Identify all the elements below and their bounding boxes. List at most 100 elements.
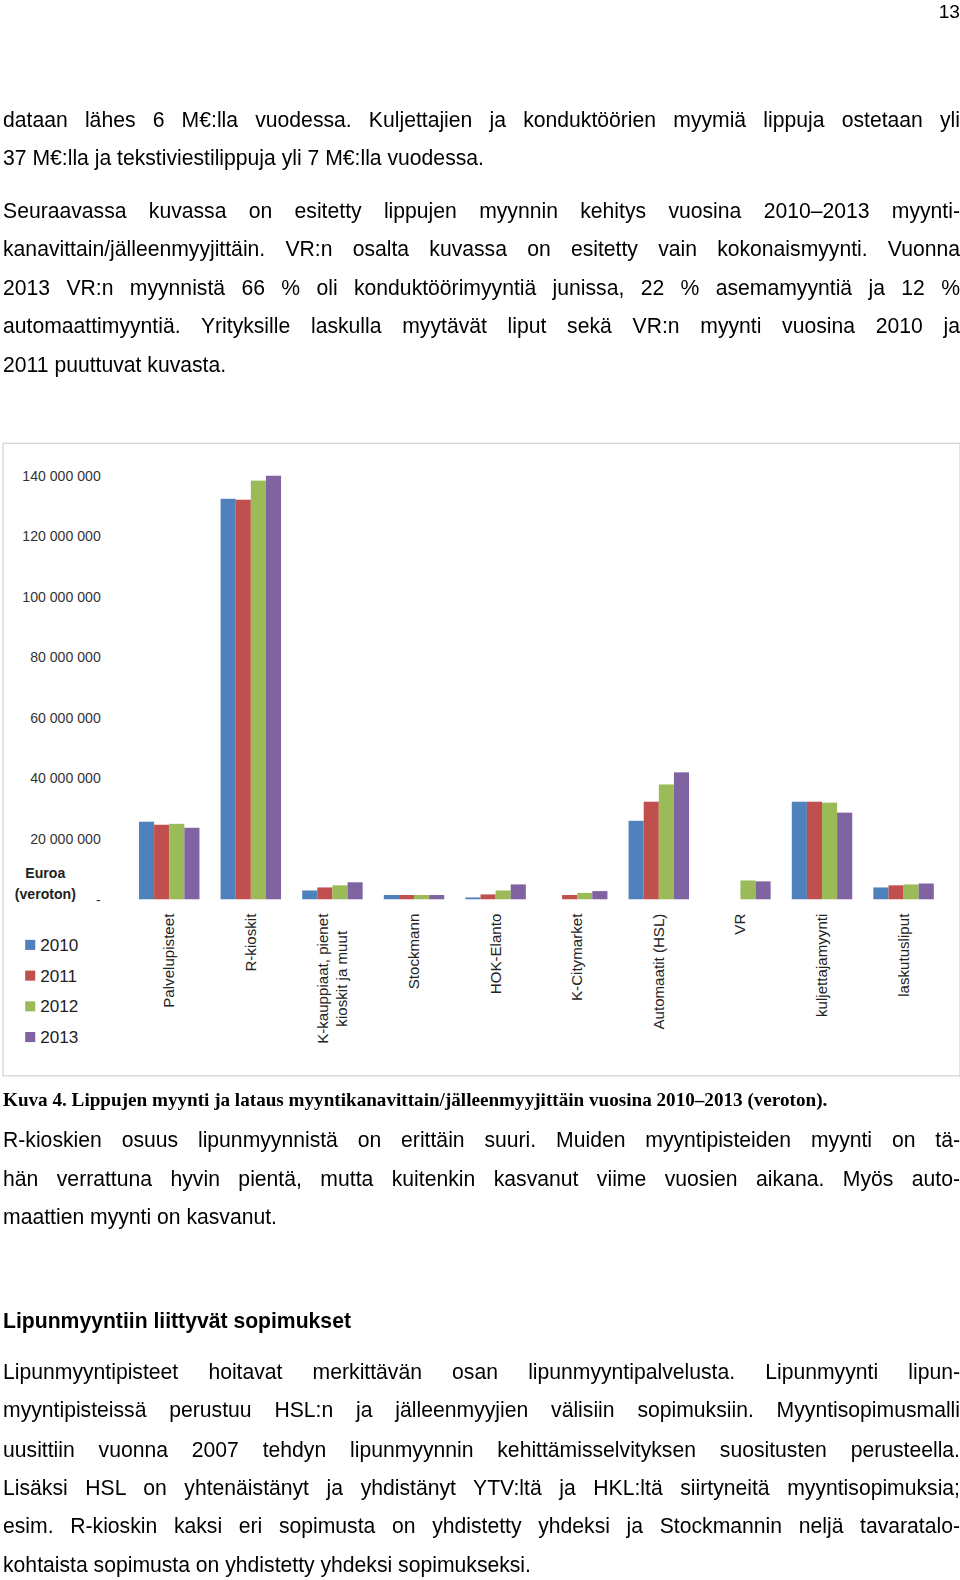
y-tick — [103, 475, 107, 476]
y-tick-label: 100 000 000 — [22, 589, 101, 605]
bar — [822, 803, 837, 900]
bar — [139, 822, 154, 900]
bar — [904, 884, 919, 899]
legend-label: 2010 — [40, 936, 78, 955]
bar — [592, 891, 607, 899]
x-tick-label-group: Palvelupisteet — [160, 913, 177, 1008]
y-axis-label-line: Euroa — [25, 865, 65, 881]
bar — [221, 499, 236, 900]
x-tick-label-group: R-kioskit — [242, 913, 259, 972]
x-tick-label-group: VR — [731, 914, 748, 935]
x-tick-label-line: K-Citymarket — [568, 913, 585, 1001]
x-tick-label-line: laskutusliput — [895, 913, 912, 997]
bar — [562, 895, 577, 900]
y-tick-label: 80 000 000 — [30, 649, 101, 665]
bar — [184, 828, 199, 900]
bar — [317, 887, 332, 899]
y-axis-label: Euroa (veroton) — [15, 865, 76, 901]
paragraph-line: 2013 VR:n myynnistä 66 % oli konduktööri… — [3, 275, 960, 301]
y-tick — [103, 838, 107, 839]
bar — [629, 821, 644, 900]
x-tick-label: kuljettajamyynti — [813, 914, 830, 1017]
figure-caption: Kuva 4. Lippujen myynti ja lataus myynti… — [3, 1087, 960, 1113]
bar — [873, 887, 888, 899]
bar — [465, 897, 480, 899]
legend-swatch — [25, 1001, 35, 1011]
section-heading: Lipunmyyntiin liittyvät sopimukset — [3, 1308, 960, 1334]
legend-swatch — [25, 940, 35, 950]
bar — [348, 882, 363, 899]
bar — [919, 884, 934, 900]
x-tick-label-line: HOK-Elanto — [487, 914, 504, 995]
x-tick-label-line: kuljettajamyynti — [813, 914, 830, 1017]
y-tick — [103, 657, 107, 658]
y-tick — [103, 596, 107, 597]
paragraph-line: myyntipisteissä perustuu HSL:n ja jällee… — [3, 1397, 960, 1423]
bar — [481, 894, 496, 899]
bar — [756, 881, 771, 899]
x-tick-label: Palvelupisteet — [160, 913, 177, 1008]
y-tick — [103, 778, 107, 779]
bar — [384, 895, 399, 900]
bar — [659, 784, 674, 899]
bar — [169, 824, 184, 900]
x-tick-label-line: K-kauppiaat, pienet — [314, 913, 331, 1044]
y-tick-label: - — [96, 892, 101, 908]
paragraph-line: kohtaista sopimusta on yhdistetty yhdeks… — [3, 1552, 960, 1578]
y-axis-label-line: (veroton) — [15, 886, 76, 902]
bar — [302, 890, 317, 899]
x-tick-label-line: Palvelupisteet — [160, 913, 177, 1008]
paragraph-line: 37 M€:lla ja tekstiviestilippuja yli 7 M… — [3, 145, 960, 171]
bar — [496, 890, 511, 899]
paragraph-line: kanavittain/jälleenmyyjittäin. VR:n osal… — [3, 236, 960, 262]
x-tick-label: K-Citymarket — [568, 913, 585, 1001]
paragraph-line: Lisäksi HSL on yhtenäistänyt ja yhdistän… — [3, 1475, 960, 1501]
y-tick-label: 120 000 000 — [22, 528, 101, 544]
x-tick-label-line: R-kioskit — [242, 913, 259, 972]
legend-label: 2013 — [40, 1028, 78, 1047]
x-tick-label-group: K-kauppiaat, pienetkioskit ja muut — [314, 913, 350, 1044]
legend-label: 2012 — [40, 997, 78, 1016]
paragraph-line: maattien myynti on kasvanut. — [3, 1204, 960, 1230]
bar — [399, 895, 414, 900]
y-tick-label: 40 000 000 — [30, 770, 101, 786]
paragraph-line: R-kioskien osuus lipunmyynnistä on eritt… — [3, 1127, 960, 1153]
bar — [414, 895, 429, 900]
x-tick-label: R-kioskit — [242, 913, 259, 972]
bar — [154, 825, 169, 900]
paragraph-line: Lipunmyyntipisteet hoitavat merkittävän … — [3, 1359, 960, 1385]
x-tick-label: VR — [731, 914, 748, 935]
bar — [236, 500, 251, 900]
bar — [429, 895, 444, 900]
paragraph-line: 2011 puuttuvat kuvasta. — [3, 352, 960, 378]
x-tick-label: Automaatit (HSL) — [650, 914, 667, 1030]
chart: -20 000 00040 000 00060 000 00080 000 00… — [0, 0, 960, 1580]
page: 13dataan lähes 6 M€:lla vuodessa. Kuljet… — [0, 0, 960, 1580]
x-tick-label: K-kauppiaat, pienetkioskit ja muut — [314, 913, 350, 1044]
bar — [251, 481, 266, 900]
x-tick-label-group: laskutusliput — [895, 913, 912, 997]
y-tick — [103, 899, 107, 900]
x-tick-label-group: K-Citymarket — [568, 913, 585, 1001]
x-tick-label-group: HOK-Elanto — [487, 914, 504, 995]
paragraph-line: esim. R-kioskin kaksi eri sopimusta on y… — [3, 1513, 960, 1539]
x-tick-label-group: Automaatit (HSL) — [650, 914, 667, 1030]
paragraph-line: dataan lähes 6 M€:lla vuodessa. Kuljetta… — [3, 107, 960, 133]
paragraph-line: Seuraavassa kuvassa on esitetty lippujen… — [3, 197, 960, 223]
bar — [266, 475, 281, 899]
legend-label: 2011 — [40, 967, 77, 986]
x-tick-label-line: Stockmann — [405, 914, 422, 990]
bars — [139, 475, 934, 899]
y-tick — [103, 717, 107, 718]
bar — [644, 802, 659, 900]
x-tick-label: Stockmann — [405, 914, 422, 990]
bar — [511, 884, 526, 899]
y-tick — [103, 536, 107, 537]
bar — [740, 880, 755, 899]
bar — [837, 813, 852, 900]
y-tick-label: 60 000 000 — [30, 710, 101, 726]
x-tick-label: laskutusliput — [895, 913, 912, 997]
chart-frame — [3, 443, 960, 1076]
x-tick-label-line: kioskit ja muut — [333, 930, 350, 1027]
x-tick-label-line: Automaatit (HSL) — [650, 914, 667, 1030]
